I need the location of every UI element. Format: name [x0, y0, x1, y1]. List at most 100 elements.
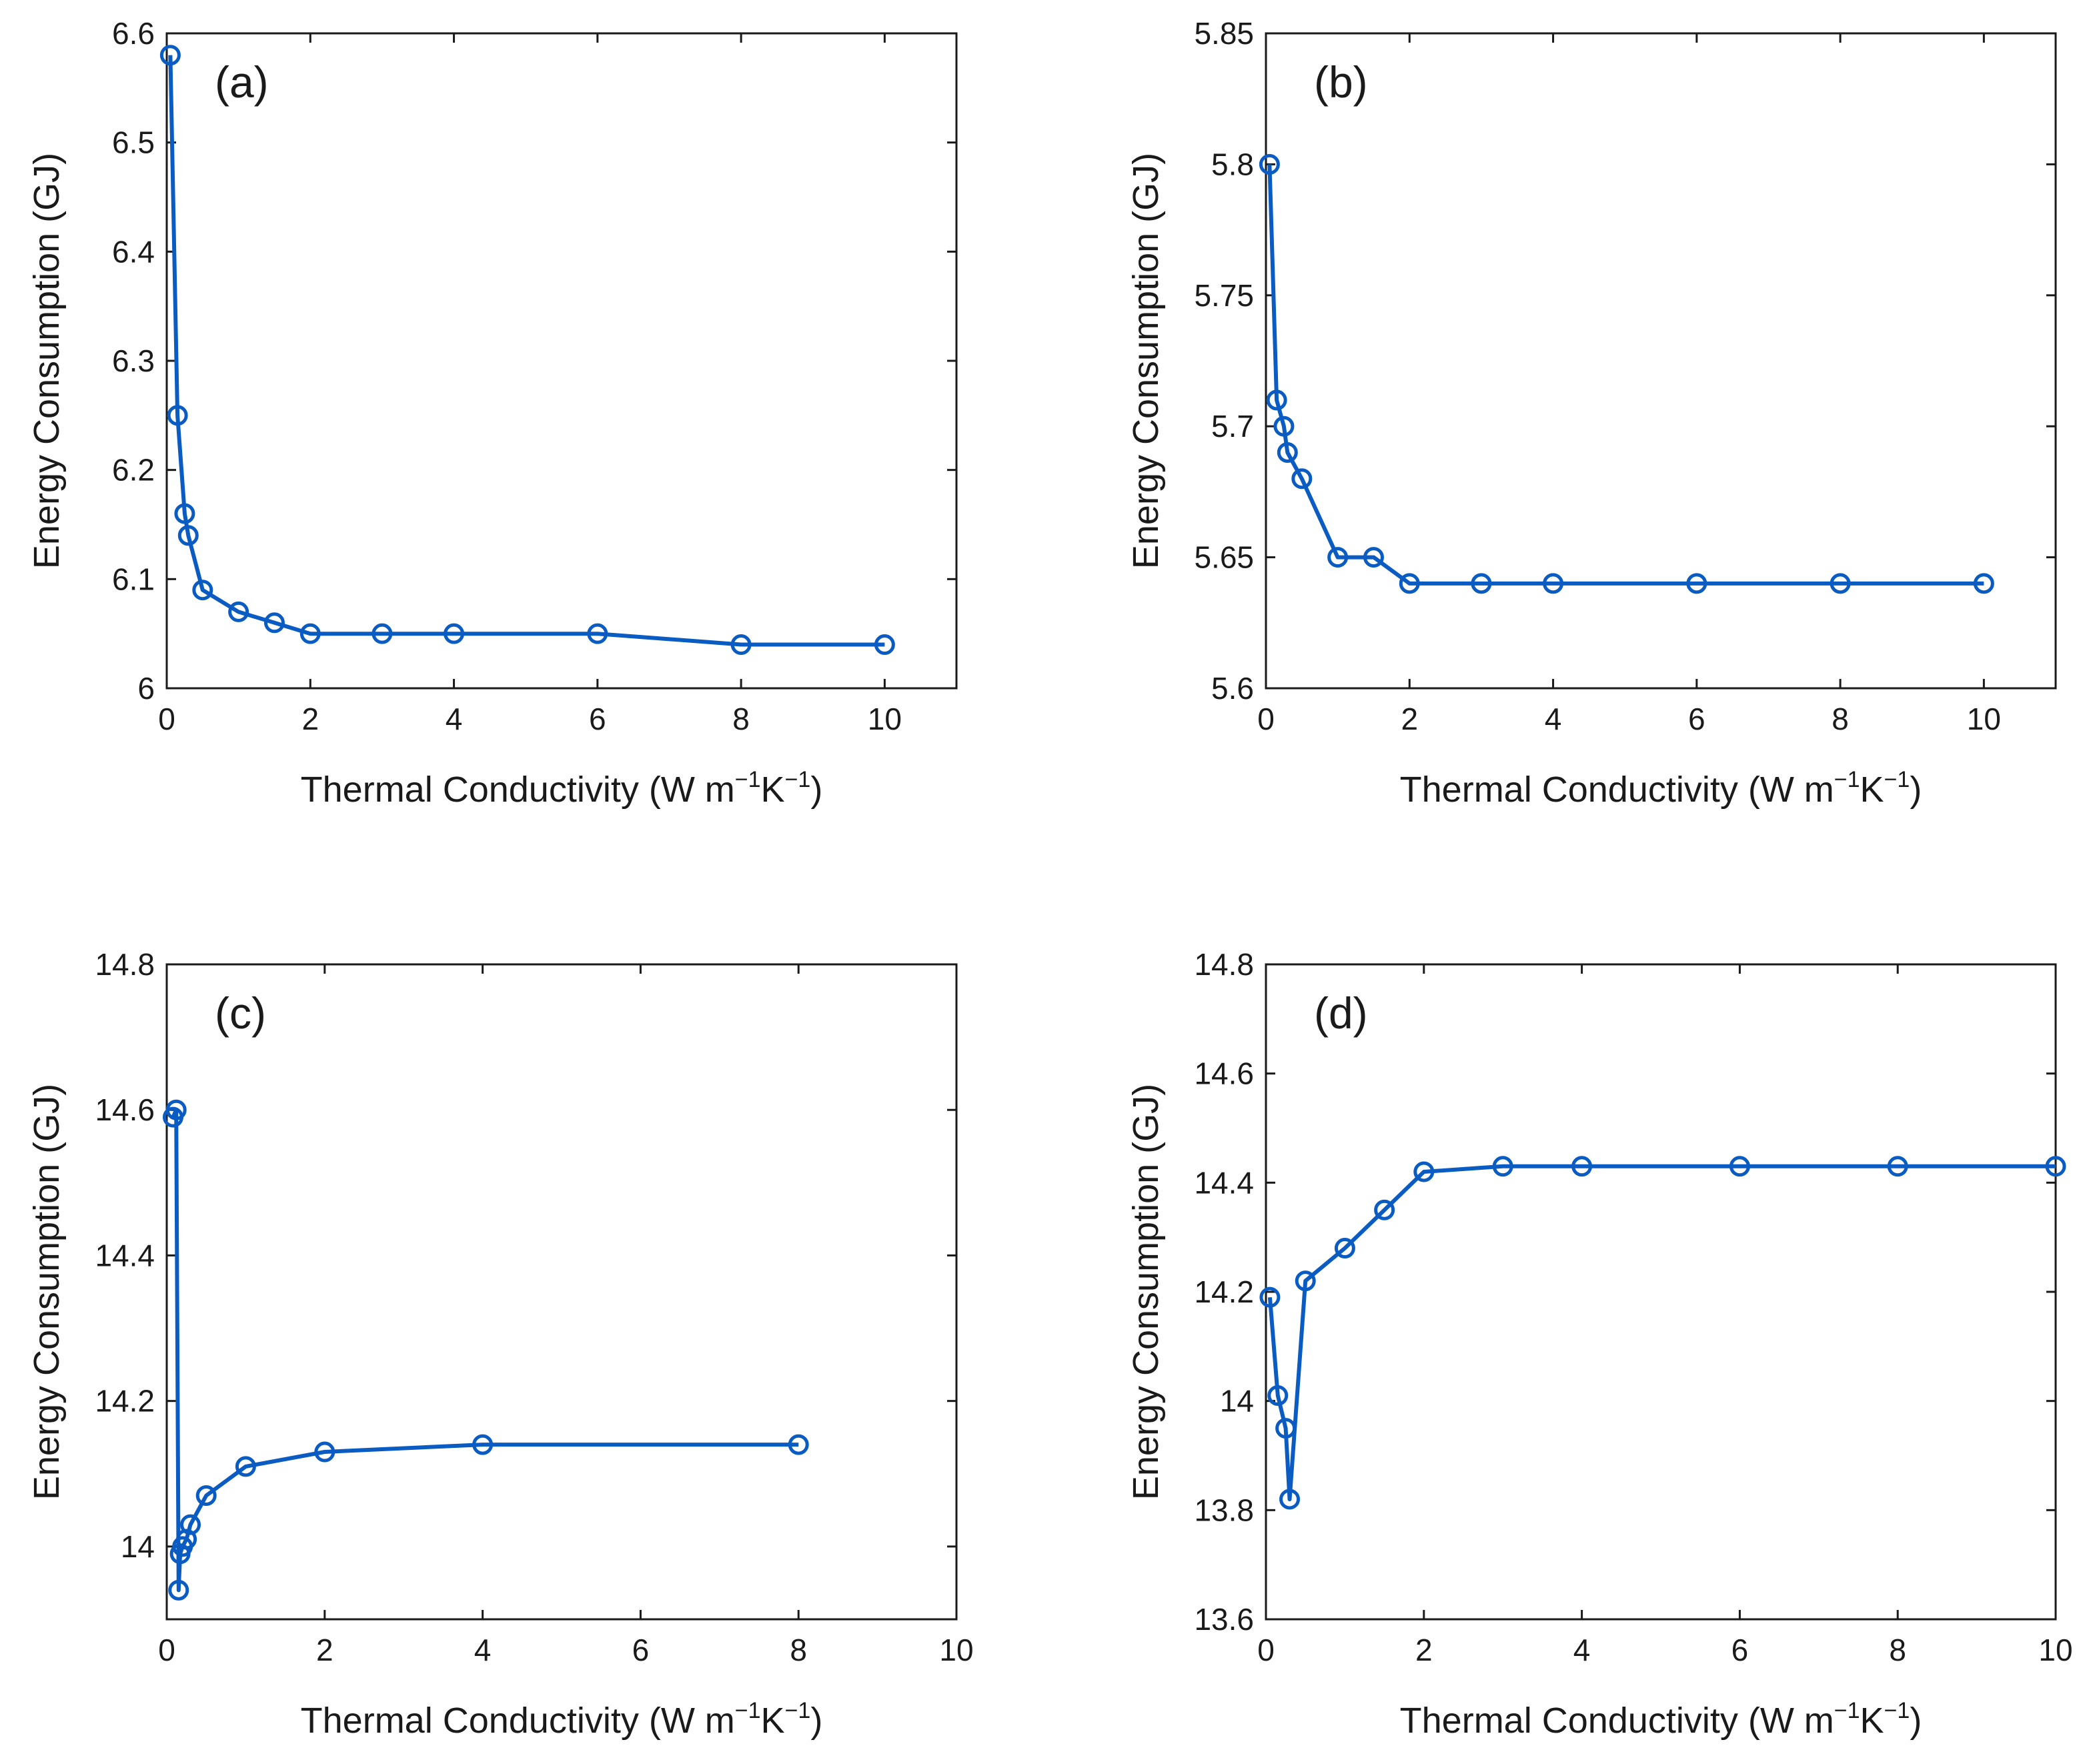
panel-c-y-axis-label: Energy Consumption (GJ): [27, 1084, 67, 1500]
panel-d-x-axis-label: Thermal Conductivity (W m−1K−1): [1400, 1698, 1922, 1741]
panel-d-x-tick-label: 6: [1731, 1633, 1749, 1667]
panel-c-y-tick-label: 14: [121, 1529, 155, 1564]
panel-b-y-tick-label: 5.8: [1211, 147, 1254, 181]
panel-a-data-point: [730, 634, 752, 656]
panel-d: 0 2 4 6 8 10 13.6 13.8 14 14.2 14.4 14.6 14.8 Thermal…: [1126, 947, 2073, 1741]
panel-a-data-point: [177, 525, 199, 546]
panel-b-y-tick-label: 5.65: [1194, 540, 1254, 575]
panel-b-x-axis-label: Thermal Conductivity (W m−1K−1): [1400, 767, 1922, 810]
panel-b-y-tick-label: 5.75: [1194, 278, 1254, 313]
panel-d-data-point: [1374, 1199, 1395, 1220]
panel-d-x-tick-label: 2: [1415, 1633, 1433, 1667]
panel-d-label: (d): [1314, 988, 1368, 1038]
panel-a-series-line: [168, 55, 885, 647]
panel-d-y-tick-label: 14.8: [1194, 947, 1254, 982]
panel-b-y-tick-label: 5.7: [1211, 409, 1254, 444]
panel-d-data-point: [1729, 1156, 1750, 1177]
panel-c-data-point: [168, 1579, 189, 1601]
panel-b-x-tick-label: 4: [1545, 702, 1562, 736]
panel-a-x-tick-label: 2: [301, 702, 319, 736]
panel-d-data-point: [1259, 1286, 1281, 1308]
panel-c-data-point: [235, 1456, 256, 1477]
panel-b-label: (b): [1314, 57, 1368, 107]
panel-c: 0 2 4 6 8 10 14 14.2 14.4 14.6 14.8 Thermal Conduct…: [27, 947, 974, 1741]
panel-d-series-line: [1267, 1164, 2056, 1501]
panel-a-x-tick-label: 8: [732, 702, 750, 736]
panel-a-plot-frame: [165, 32, 958, 690]
panel-d-data-point: [1492, 1156, 1513, 1177]
panel-a-data-point: [228, 601, 249, 622]
panel-b-plot-frame: [1265, 32, 2057, 690]
panel-c-data-point: [472, 1434, 494, 1455]
panel-c-data-point: [180, 1514, 201, 1535]
panel-b-x-tick-label: 10: [1967, 702, 2001, 736]
panel-b-data-point: [1973, 573, 1994, 594]
panel-c-x-tick-label: 0: [158, 1633, 175, 1667]
panel-b-x-tick-label: 2: [1401, 702, 1418, 736]
panel-d-y-tick-label: 13.6: [1194, 1602, 1254, 1637]
panel-c-data-point: [788, 1434, 809, 1455]
panel-b-data-point: [1266, 389, 1287, 411]
panel-a-data-point: [299, 623, 321, 644]
panel-b-data-point: [1291, 468, 1313, 490]
panel-b-data-point: [1363, 547, 1384, 568]
panel-b-data-point: [1273, 415, 1295, 437]
panel-d-data-point: [1279, 1489, 1301, 1510]
panel-d-y-tick-label: 14.4: [1194, 1165, 1254, 1200]
panel-d-x-tick-label: 8: [1889, 1633, 1906, 1667]
panel-c-y-tick-label: 14.6: [95, 1092, 155, 1127]
panel-a-y-tick-label: 6.6: [112, 16, 155, 51]
panel-c-label: (c): [215, 988, 266, 1038]
panel-c-y-tick-label: 14.4: [95, 1238, 155, 1272]
panel-a-x-tick-label: 4: [446, 702, 463, 736]
panel-a-data-point: [159, 45, 181, 66]
panel-c-data-point: [314, 1441, 335, 1463]
panel-d-y-axis-label: Energy Consumption (GJ): [1126, 1084, 1166, 1500]
panel-a-x-tick-label: 10: [868, 702, 902, 736]
panel-b-data-point: [1686, 573, 1707, 594]
panel-d-x-tick-label: 10: [2038, 1633, 2072, 1667]
panel-d-y-tick-label: 14: [1220, 1384, 1254, 1419]
panel-a-data-point: [192, 580, 213, 601]
panel-c-series-line: [171, 1108, 799, 1593]
panel-d-y-tick-label: 14.2: [1194, 1274, 1254, 1309]
panel-c-x-tick-label: 6: [632, 1633, 650, 1667]
panel-c-y-tick-label: 14.8: [95, 947, 155, 982]
panel-b-data-point: [1327, 547, 1349, 568]
panel-a-data-point: [874, 634, 895, 656]
panel-a-y-tick-label: 6.2: [112, 453, 155, 488]
panel-d-data-point: [1413, 1161, 1435, 1182]
panel-d-data-point: [2045, 1156, 2066, 1177]
panel-a-x-tick-label: 6: [589, 702, 606, 736]
panel-b-x-tick-label: 8: [1832, 702, 1849, 736]
panel-a-y-tick-label: 6: [137, 671, 155, 706]
panel-d-data-point: [1887, 1156, 1908, 1177]
panel-b-data-point: [1830, 573, 1851, 594]
panel-b-data-point: [1471, 573, 1492, 594]
panel-b-y-axis-label: Energy Consumption (GJ): [1126, 153, 1166, 569]
panel-c-data-point: [195, 1485, 217, 1507]
panel-c-x-axis-label: Thermal Conductivity (W m−1K−1): [301, 1698, 823, 1741]
panel-a-y-tick-label: 6.1: [112, 562, 155, 596]
panel-a-data-point: [263, 612, 285, 634]
panel-a-y-axis-label: Energy Consumption (GJ): [27, 153, 67, 569]
panel-d-x-tick-label: 4: [1573, 1633, 1591, 1667]
panel-a-data-point: [372, 623, 393, 644]
panel-b-x-tick-label: 6: [1688, 702, 1705, 736]
panel-b-x-tick-label: 0: [1257, 702, 1275, 736]
panel-b-y-tick-label: 5.85: [1194, 16, 1254, 51]
panel-c-x-tick-label: 2: [316, 1633, 333, 1667]
panel-d-plot-frame: [1265, 963, 2057, 1621]
panel-d-y-tick-label: 13.8: [1194, 1493, 1254, 1527]
panel-a-label: (a): [215, 57, 269, 107]
panel-c-data-point: [165, 1099, 187, 1120]
panel-c-plot-frame: [165, 963, 958, 1621]
panel-b: 0 2 4 6 8 10 5.6 5.65 5.7 5.75 5.8 5.85 Thermal Cond…: [1126, 16, 2057, 810]
panel-a-x-axis-label: Thermal Conductivity (W m−1K−1): [301, 767, 823, 810]
panel-a-x-tick-label: 0: [158, 702, 175, 736]
panel-d-data-point: [1295, 1270, 1316, 1292]
panel-a-data-point: [174, 503, 195, 524]
panel-d-x-tick-label: 0: [1257, 1633, 1275, 1667]
panel-b-data-point: [1259, 153, 1280, 175]
